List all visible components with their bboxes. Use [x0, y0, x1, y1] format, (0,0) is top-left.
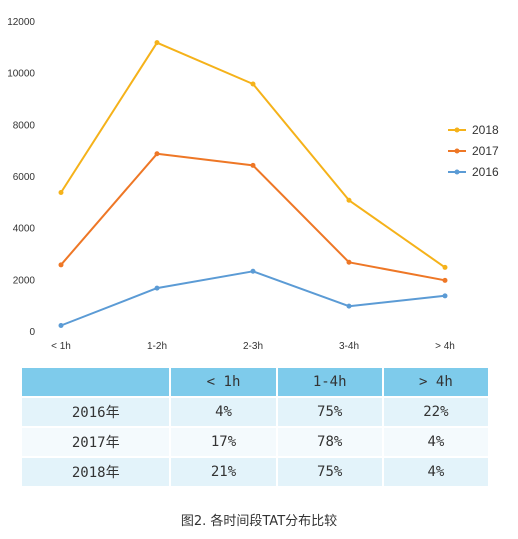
- data-point: [154, 40, 160, 46]
- data-point: [250, 81, 256, 87]
- table-cell: 17%: [171, 428, 276, 456]
- table-row-label: 2018年: [22, 458, 170, 486]
- legend-label: 2016: [472, 165, 499, 179]
- line-chart: 0 2000 4000 6000 8000 10000 12000 < 1h 1-2h 2-3h 3…: [7, 17, 499, 352]
- data-point: [346, 197, 352, 203]
- data-point: [58, 323, 64, 329]
- data-point: [346, 303, 352, 309]
- table-row-label: 2017年: [22, 428, 170, 456]
- table-row: 2017年 17% 78% 4%: [22, 428, 488, 456]
- table-row-label: 2016年: [22, 398, 170, 426]
- table-cell: 78%: [277, 428, 382, 456]
- x-tick-label: 2-3h: [243, 341, 263, 352]
- y-tick-label: 10000: [7, 69, 35, 80]
- y-tick-label: 2000: [13, 275, 36, 286]
- data-point: [442, 264, 448, 270]
- table-header-cell: > 4h: [383, 368, 488, 396]
- x-tick-label: < 1h: [51, 341, 71, 352]
- table-cell: 4%: [383, 458, 488, 486]
- x-tick-label: 3-4h: [339, 341, 359, 352]
- y-tick-label: 6000: [13, 172, 36, 183]
- data-point: [154, 285, 160, 291]
- y-tick-label: 4000: [13, 224, 36, 235]
- legend-label: 2017: [472, 144, 499, 158]
- legend-marker: [454, 169, 460, 175]
- series-line-2018: [60, 41, 446, 269]
- table-row: 2018年 21% 75% 4%: [22, 458, 488, 486]
- data-point: [346, 259, 352, 265]
- table-row: 2016年 4% 75% 22%: [22, 398, 488, 426]
- legend-marker: [454, 148, 460, 154]
- data-point: [250, 268, 256, 274]
- data-point: [58, 262, 64, 268]
- data-point: [442, 277, 448, 283]
- legend-marker: [454, 127, 460, 133]
- table-cell: 21%: [171, 458, 276, 486]
- data-point: [58, 190, 64, 195]
- series-line-2017: [60, 152, 446, 282]
- data-point: [250, 162, 256, 168]
- table-cell: 4%: [383, 428, 488, 456]
- percentage-table: < 1h 1-4h > 4h 2016年 4% 75% 22% 2017年 17…: [20, 366, 490, 488]
- y-tick-label: 0: [29, 327, 35, 338]
- data-point: [154, 151, 160, 157]
- y-tick-label: 8000: [13, 120, 36, 131]
- table-cell: 75%: [277, 398, 382, 426]
- series-line-2016: [60, 270, 446, 327]
- table-cell: 75%: [277, 458, 382, 486]
- data-point: [442, 293, 448, 299]
- legend-label: 2018: [472, 123, 499, 137]
- table-header-cell: < 1h: [171, 368, 276, 396]
- y-tick-label: 12000: [7, 17, 35, 28]
- table-header-cell: 1-4h: [277, 368, 382, 396]
- x-tick-label: > 4h: [435, 341, 455, 352]
- table-cell: 22%: [383, 398, 488, 426]
- table-header-cell: [22, 368, 170, 396]
- figure-caption: 图2. 各时间段TAT分布比较: [180, 514, 338, 529]
- table-header-row: < 1h 1-4h > 4h: [22, 368, 488, 396]
- x-tick-label: 1-2h: [147, 341, 167, 352]
- table-cell: 4%: [171, 398, 276, 426]
